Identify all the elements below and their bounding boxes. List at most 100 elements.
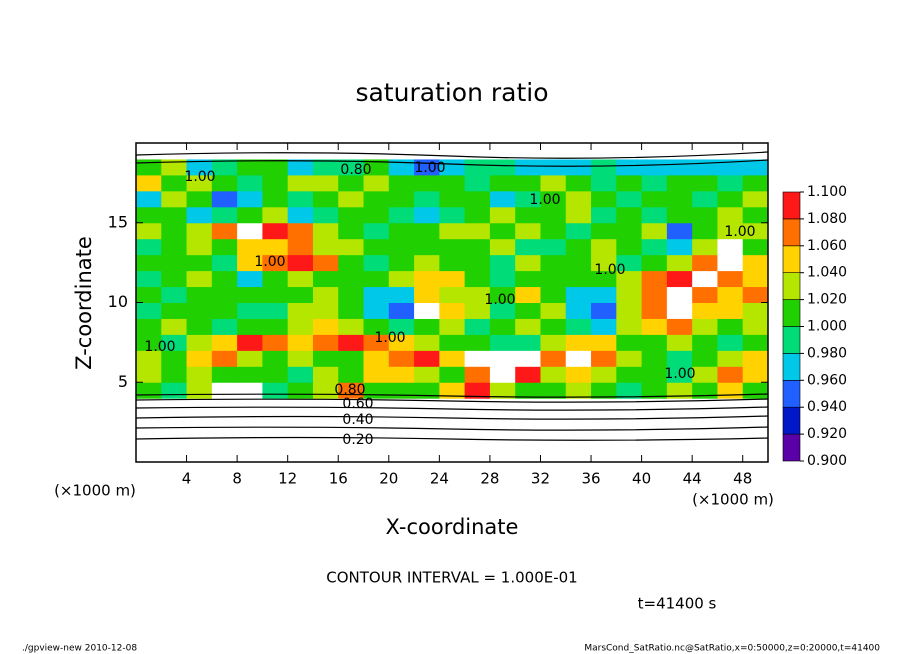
cell: [414, 302, 440, 319]
x-tick-label: 48: [733, 470, 752, 488]
footer-right: MarsCond_SatRatio.nc@SatRatio,x=0:50000,…: [584, 644, 880, 654]
cell: [388, 174, 415, 192]
cell: [211, 382, 238, 399]
cell: [211, 366, 238, 383]
cell: [489, 446, 516, 463]
cell: [287, 430, 314, 447]
cell: [515, 398, 541, 415]
cell: [742, 334, 769, 351]
cell: [489, 334, 516, 351]
cell: [186, 143, 213, 160]
cell: [717, 158, 744, 176]
contour-label: 1.00: [664, 366, 695, 382]
cell: [237, 286, 263, 303]
contour-line: [135, 415, 769, 420]
cell: [414, 206, 440, 224]
cell: [312, 446, 339, 463]
cell: [717, 206, 744, 224]
cell: [666, 302, 693, 319]
cell: [237, 366, 263, 383]
cell: [136, 446, 162, 463]
colorbar-label: 1.080: [807, 211, 847, 227]
cell: [464, 430, 491, 447]
cell: [591, 350, 617, 367]
cell: [666, 270, 693, 288]
cell: [388, 254, 415, 272]
cell: [692, 382, 718, 399]
cell: [666, 174, 693, 192]
cell: [136, 270, 162, 288]
cell: [464, 222, 491, 240]
cell: [591, 430, 617, 447]
cell: [338, 430, 365, 447]
cell: [742, 190, 769, 208]
cell: [641, 302, 668, 319]
cell: [565, 270, 592, 288]
cell: [515, 382, 541, 399]
cell: [237, 414, 263, 431]
cell: [666, 206, 693, 224]
cell: [161, 174, 188, 192]
cell: [287, 158, 314, 176]
cell: [136, 190, 162, 208]
cell: [591, 238, 617, 256]
contour-label: 1.00: [184, 169, 215, 185]
cell: [414, 286, 440, 303]
cell: [211, 414, 238, 431]
cell: [515, 158, 541, 176]
cell: [515, 446, 541, 463]
cell: [186, 286, 213, 303]
cell: [363, 143, 390, 160]
cell: [363, 366, 390, 383]
cell: [414, 254, 440, 272]
cell: [161, 302, 188, 319]
colorbar-label: 1.040: [807, 265, 847, 281]
cell: [591, 382, 617, 399]
cell: [211, 334, 238, 351]
cell: [641, 238, 668, 256]
colorbar-band: [782, 326, 801, 354]
cell: [515, 414, 541, 431]
cell: [262, 430, 289, 447]
cell: [211, 174, 238, 192]
cell: [489, 238, 516, 256]
cell: [363, 254, 390, 272]
cell: [237, 174, 263, 192]
cell: [262, 318, 289, 335]
cell: [312, 430, 339, 447]
contour-line: [135, 398, 769, 403]
cell: [565, 366, 592, 383]
cell: [186, 302, 213, 319]
cell: [616, 334, 643, 351]
cell: [742, 238, 769, 256]
cell: [717, 318, 744, 335]
cell: [540, 158, 567, 176]
cell: [666, 446, 693, 463]
cell: [616, 430, 643, 447]
cell: [666, 238, 693, 256]
cell: [717, 398, 744, 415]
cell: [388, 286, 415, 303]
cell: [439, 334, 466, 351]
y-unit: (×1000 m): [54, 482, 136, 500]
cell: [414, 398, 440, 415]
cell: [186, 318, 213, 335]
contour-label: 1.00: [254, 254, 285, 270]
cell: [338, 334, 365, 351]
cell: [262, 398, 289, 415]
contour-label: 1.00: [414, 160, 445, 176]
cell: [641, 350, 668, 367]
cell: [565, 190, 592, 208]
cell: [464, 318, 491, 335]
cell: [717, 446, 744, 463]
cell: [540, 334, 567, 351]
cell: [616, 238, 643, 256]
cell: [439, 366, 466, 383]
cell: [338, 318, 365, 335]
cell: [186, 158, 213, 176]
cell: [742, 206, 769, 224]
cell: [439, 318, 466, 335]
cell: [742, 158, 769, 176]
x-tick-label: 24: [430, 470, 449, 488]
cell: [641, 334, 668, 351]
